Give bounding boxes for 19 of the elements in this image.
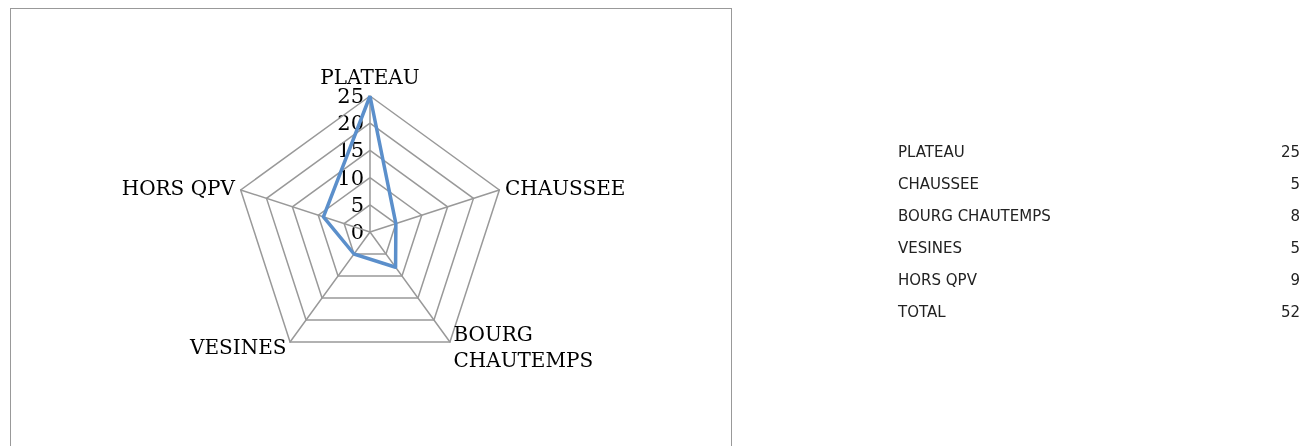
spoke-label: VESINES bbox=[189, 334, 287, 359]
category-label: CHAUSSEE bbox=[898, 174, 979, 195]
data-label: 8 bbox=[1290, 206, 1300, 227]
category-label: TOTAL bbox=[898, 302, 946, 323]
y-tick-label: 0 bbox=[350, 220, 364, 244]
data-label: 52 bbox=[1280, 302, 1300, 323]
data-label: 5 bbox=[1290, 174, 1300, 195]
y-tick-label: 10 bbox=[337, 165, 364, 190]
y-tick-label: 5 bbox=[350, 192, 364, 217]
category-label: PLATEAU bbox=[898, 142, 965, 163]
spoke-label: CHAUSSEE bbox=[505, 176, 626, 201]
category-label: VESINES bbox=[898, 238, 962, 259]
data-label: 9 bbox=[1290, 270, 1300, 291]
category-label: HORS QPV bbox=[898, 270, 977, 291]
spoke-label: BOURG CHAUTEMPS bbox=[453, 321, 594, 372]
spoke-label: HORS QPV bbox=[121, 176, 236, 201]
data-label: 5 bbox=[1290, 238, 1300, 259]
data-label: 25 bbox=[1280, 142, 1300, 163]
category-label: BOURG CHAUTEMPS bbox=[898, 206, 1051, 227]
